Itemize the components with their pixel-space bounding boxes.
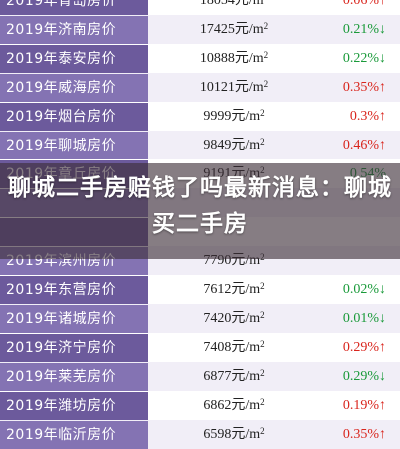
price-cell: 7612元/m2 [148, 276, 320, 304]
price-value: 18054元/m [199, 0, 264, 8]
city-cell: 2019年莱芜房价 [0, 362, 148, 391]
unit-superscript: 2 [260, 107, 265, 118]
price-value: 6862元/m [203, 397, 261, 413]
unit-superscript: 2 [264, 0, 269, 2]
unit-superscript: 2 [260, 338, 265, 349]
unit-superscript: 2 [260, 281, 265, 291]
city-cell: 2019年潍坊房价 [0, 391, 148, 420]
table-row: 2019年诸城房价 7420元/m2 0.01%↓ [0, 303, 400, 333]
unit-superscript: 2 [260, 309, 265, 320]
price-cell: 6862元/m2 [148, 392, 320, 420]
title-overlay [0, 163, 400, 259]
city-cell: 2019年济宁房价 [0, 333, 148, 362]
table-row: 2019年临沂房价 6598元/m2 0.35%↑ [0, 419, 400, 449]
price-cell: 17425元/m2 [148, 16, 320, 44]
unit-superscript: 2 [263, 20, 269, 31]
unit-superscript: 2 [260, 425, 265, 436]
table-row: 2019年济南房价 17425元/m2 0.21%↓ [0, 14, 400, 44]
table-row: 2019年潍坊房价 6862元/m2 0.19%↑ [0, 390, 400, 420]
city-cell: 2019年烟台房价 [0, 102, 148, 131]
change-cell: 0.35%↑ [342, 426, 386, 442]
change-cell: 0.35%↑ [342, 79, 386, 95]
price-cell: 6877元/m2 [148, 363, 320, 391]
article-title: 聊城二手房赔钱了吗最新消息：聊城买二手房 [8, 175, 392, 237]
city-cell: 2019年济南房价 [0, 15, 148, 44]
unit-superscript: 2 [260, 367, 265, 378]
unit-superscript: 2 [263, 78, 269, 89]
unit-superscript: 2 [260, 136, 265, 147]
city-cell: 2019年诸城房价 [0, 304, 148, 333]
change-cell: 0.21%↓ [342, 21, 386, 37]
change-cell: 0.29%↓ [342, 368, 386, 384]
price-cell: 6598元/m2 [148, 421, 320, 449]
change-cell: 0.3%↑ [349, 108, 386, 124]
price-value: 10121元/m [199, 79, 264, 95]
table-row: 2019年威海房价 10121元/m2 0.35%↑ [0, 72, 400, 102]
city-cell: 2019年临沂房价 [0, 420, 148, 449]
change-cell: 0.06%↑ [342, 0, 386, 8]
unit-superscript: 2 [263, 49, 269, 60]
price-value: 10888元/m [199, 50, 264, 66]
change-cell: 0.02%↓ [342, 282, 386, 297]
change-cell: 0.01%↓ [342, 310, 386, 326]
change-cell: 0.19%↑ [342, 397, 386, 413]
city-cell: 2019年泰安房价 [0, 44, 148, 73]
city-cell: 2019年威海房价 [0, 73, 148, 102]
price-value: 7420元/m [203, 310, 261, 326]
table-row: 2019年济宁房价 7408元/m2 0.29%↑ [0, 332, 400, 362]
change-cell: 0.22%↓ [342, 50, 386, 66]
price-value: 7408元/m [203, 339, 261, 355]
city-cell: 2019年聊城房价 [0, 131, 148, 160]
city-cell: 2019年青岛房价 [0, 0, 148, 15]
unit-superscript: 2 [260, 396, 265, 407]
price-cell: 18054元/m2 [148, 0, 320, 15]
city-cell: 2019年东营房价 [0, 276, 148, 304]
price-cell: 9999元/m2 [148, 103, 320, 131]
price-cell: 9849元/m2 [148, 132, 320, 160]
change-cell: 0.29%↑ [342, 339, 386, 355]
price-cell: 7408元/m2 [148, 334, 320, 362]
table-row: 2019年烟台房价 9999元/m2 0.3%↑ [0, 101, 400, 131]
table-row: 2019年聊城房价 9849元/m2 0.46%↑ [0, 130, 400, 160]
table-row: 2019年东营房价 7612元/m2 0.02%↓ [0, 275, 400, 304]
price-cell: 7420元/m2 [148, 305, 320, 333]
price-cell: 10888元/m2 [148, 45, 320, 73]
table-row: 2019年莱芜房价 6877元/m2 0.29%↓ [0, 361, 400, 391]
price-value: 9849元/m [203, 137, 261, 153]
table-row: 2019年泰安房价 10888元/m2 0.22%↓ [0, 43, 400, 73]
price-value: 9999元/m [203, 108, 261, 124]
price-value: 17425元/m [199, 21, 264, 37]
price-cell: 10121元/m2 [148, 74, 320, 102]
price-value: 6598元/m [203, 426, 261, 442]
change-cell: 0.46%↑ [342, 137, 386, 153]
price-value: 7612元/m [203, 282, 261, 297]
price-value: 6877元/m [203, 368, 261, 384]
